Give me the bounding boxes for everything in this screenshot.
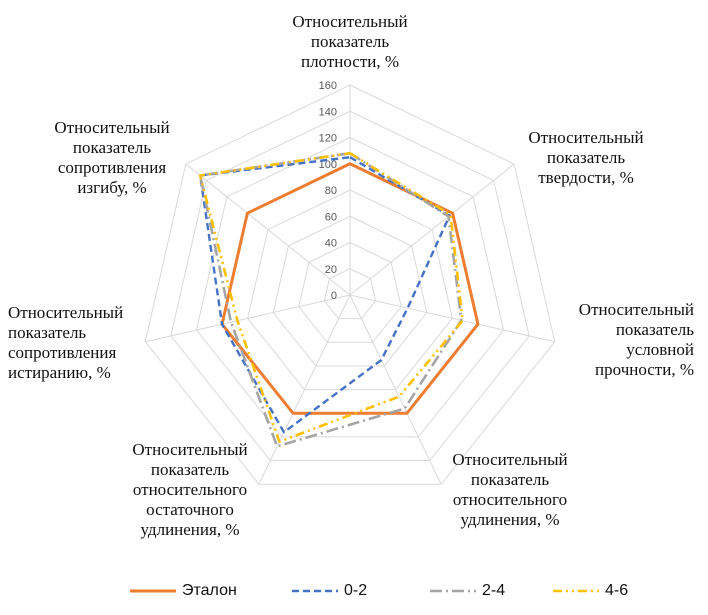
data-series-layer [198,151,480,448]
axis-label-line: Относительный [292,12,408,31]
chart-legend: Эталон 0-2 2-4 4-6 [0,578,708,604]
radar-spoke [349,294,442,485]
axis-label-line: прочности, % [595,360,694,379]
axis-label-line: Относительный [452,450,568,469]
series-line-4-6 [198,151,464,443]
radar-spoke [185,163,351,296]
axis-label-line: Относительный [578,300,694,319]
axis-label-line: сопротивления [8,343,117,362]
radial-tick-label: 60 [325,211,337,223]
radial-tick-label: 120 [319,133,337,145]
axis-label-line: Относительный [132,440,248,459]
legend-swatch [292,589,338,593]
axis-label-line: удлинения, % [460,510,560,529]
axis-label-line: относительного [452,490,568,509]
radar-spoke [145,294,351,343]
radar-spoke [349,163,515,296]
radial-tick-label: 20 [325,264,337,276]
radial-tick-label: 40 [325,238,337,250]
axis-label-density: Относительный показатель плотности, % [292,12,407,72]
grid-ring [195,136,505,438]
legend-label: 4-6 [605,582,629,599]
axis-label-line: Относительный [8,303,124,322]
axis-label-line: Относительный [528,128,644,147]
series-line-0-2 [198,155,451,434]
legend-swatch [430,589,476,593]
axis-label-line: удлинения, % [140,520,240,539]
axis-label-line: показатель [310,32,390,51]
grid-ring [170,110,530,462]
axis-label-line: показатель [615,320,694,339]
grid-ring [323,268,377,320]
radial-tick-label: 100 [319,159,337,171]
series-line-2-4 [198,151,463,448]
legend-item-0-2: 0-2 [292,578,367,604]
grid-ring [272,215,428,367]
axis-label-line: изгибу, % [77,178,147,197]
axis-label-elongation: Относительный показатель относительного … [452,450,567,530]
axis-label-abrasion: Относительный показатель сопротивления и… [8,303,123,383]
axis-label-line: истиранию, % [8,363,111,382]
radar-spokes [145,85,555,485]
axis-label-bending: Относительный показатель сопротивления и… [54,118,169,198]
radial-tick-label: 80 [325,185,337,197]
legend-label: 0-2 [344,582,368,599]
radar-spoke [258,294,351,485]
radial-tick-label: 140 [319,106,337,118]
grid-ring [298,241,402,343]
axis-label-line: плотности, % [300,52,400,71]
legend-swatch [130,589,176,593]
legend-item-4-6: 4-6 [553,578,628,604]
axis-label-line: показатель [470,470,550,489]
series-line-etalon [220,162,480,415]
axis-label-line: сопротивления [57,158,167,177]
radar-spoke [349,294,555,343]
axis-label-line: твердости, % [538,168,634,187]
axis-label-residual-elongation: Относительный показатель относительного … [132,440,247,540]
axis-label-hardness: Относительный показатель твердости, % [528,128,643,188]
axis-label-line: остаточного [146,500,234,519]
axis-label-line: показатель [546,148,626,167]
radial-tick-label: 0 [331,290,337,302]
axis-label-line: показатель [72,138,152,157]
legend-label: Эталон [182,582,237,599]
legend-item-2-4: 2-4 [430,578,505,604]
axis-label-line: показатель [8,323,87,342]
axis-label-line: Относительный [54,118,170,137]
legend-item-etalon: Эталон [130,578,237,604]
radial-tick-label: 160 [319,80,337,92]
axis-label-line: относительного [132,480,248,499]
axis-label-line: условной [626,340,694,359]
axis-label-strength: Относительный показатель условной прочно… [579,300,694,380]
legend-swatch [553,589,599,593]
axis-label-line: показатель [150,460,230,479]
legend-label: 2-4 [482,582,506,599]
grid-ring [144,84,556,485]
radial-tick-labels: 0 20 40 60 80 100 120 140 160 [319,80,337,302]
